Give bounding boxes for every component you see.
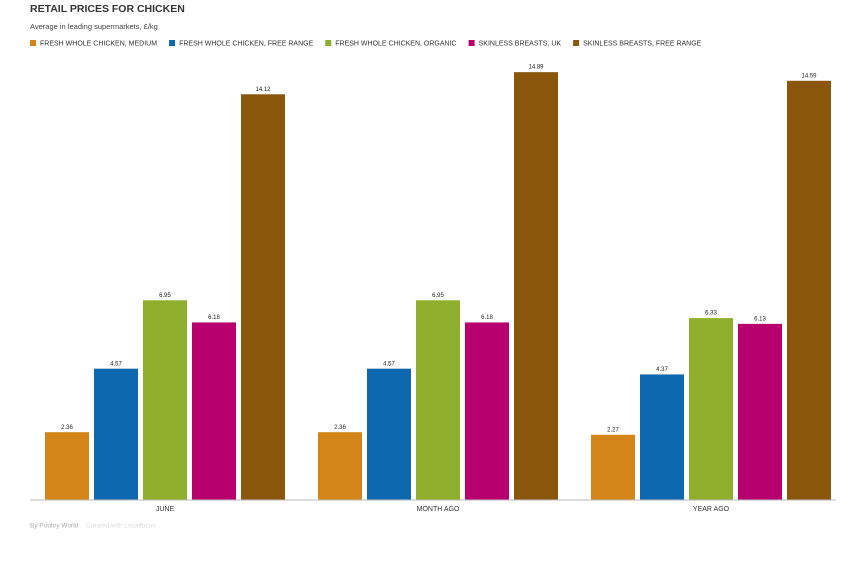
- legend-swatch: [169, 40, 176, 46]
- bar: [318, 432, 362, 500]
- value-label: 2.36: [61, 425, 73, 431]
- legend-swatch: [468, 40, 475, 46]
- bar: [514, 72, 558, 500]
- legend-label: FRESH WHOLE CHICKEN, MEDIUM: [40, 40, 157, 47]
- chart-title: RETAIL PRICES FOR CHICKEN: [30, 3, 185, 15]
- bar: [689, 318, 733, 500]
- bar: [738, 323, 782, 500]
- legend-label: SKINLESS BREASTS, FREE RANGE: [583, 40, 702, 47]
- value-label: 6.13: [754, 316, 766, 322]
- bar: [192, 322, 236, 500]
- legend-label: FRESH WHOLE CHICKEN, ORGANIC: [335, 40, 456, 47]
- x-tick-label: YEAR AGO: [693, 506, 730, 513]
- value-label: 14.89: [528, 65, 544, 71]
- credit: Created with Localfocus: [86, 523, 156, 530]
- value-label: 14.12: [255, 87, 271, 93]
- bar: [591, 434, 635, 500]
- value-label: 6.95: [432, 293, 444, 299]
- legend-swatch: [325, 40, 332, 46]
- bar: [465, 322, 509, 500]
- x-tick-label: MONTH AGO: [417, 506, 460, 513]
- chart-subtitle: Average in leading supermarkets, £/kg: [30, 22, 158, 31]
- legend-label: SKINLESS BREASTS, UK: [479, 40, 562, 47]
- bar: [241, 94, 285, 500]
- value-label: 6.18: [208, 315, 220, 321]
- value-label: 6.33: [705, 311, 717, 317]
- legend-swatch: [573, 40, 580, 46]
- bar: [94, 368, 138, 500]
- value-label: 2.36: [334, 425, 346, 431]
- bar: [45, 432, 89, 500]
- value-label: 4.37: [656, 367, 668, 373]
- value-label: 6.95: [159, 293, 171, 299]
- source: By Poultry World: [30, 523, 79, 530]
- value-label: 6.18: [481, 315, 493, 321]
- value-label: 4.57: [383, 361, 395, 367]
- bar: [640, 374, 684, 500]
- bar: [367, 368, 411, 500]
- bar: [143, 300, 187, 500]
- value-label: 2.27: [607, 427, 619, 433]
- value-label: 4.57: [110, 361, 122, 367]
- legend-label: FRESH WHOLE CHICKEN, FREE RANGE: [179, 40, 314, 47]
- x-tick-label: JUNE: [156, 506, 175, 513]
- legend-swatch: [30, 40, 36, 46]
- bar: [416, 300, 460, 500]
- bar: [787, 80, 831, 500]
- value-label: 14.59: [801, 73, 817, 79]
